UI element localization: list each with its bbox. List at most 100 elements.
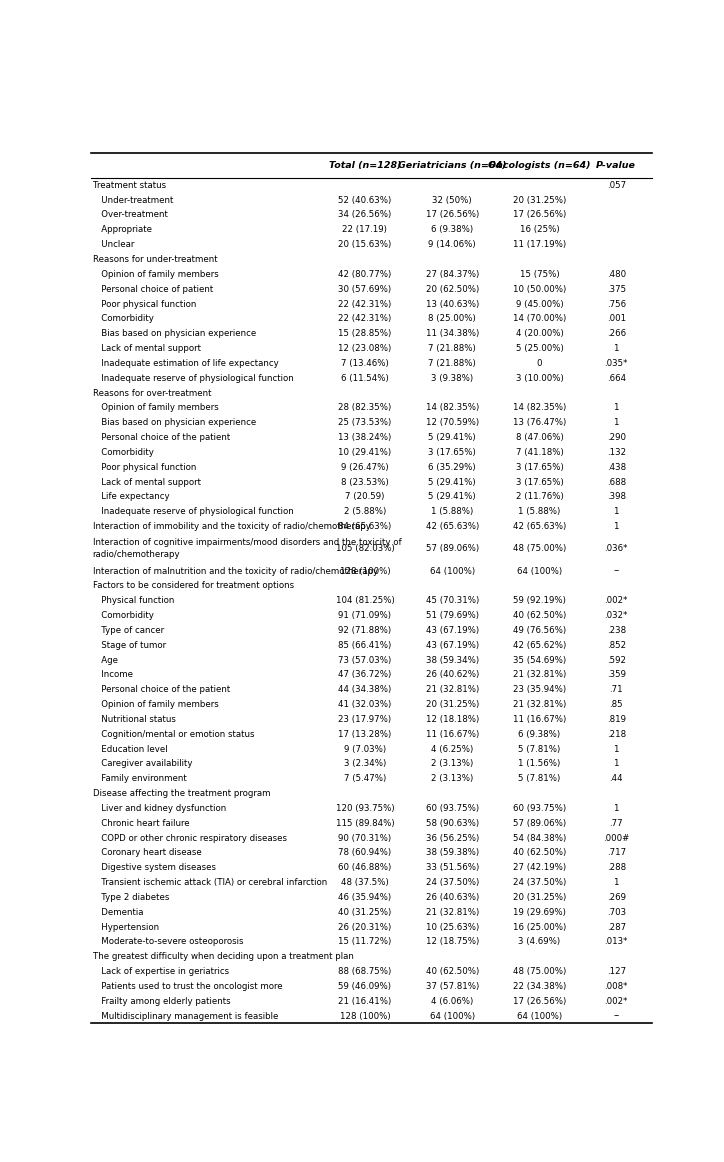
Text: 7 (21.88%): 7 (21.88%) <box>429 344 476 353</box>
Text: 46 (35.94%): 46 (35.94%) <box>338 892 392 902</box>
Text: 17 (26.56%): 17 (26.56%) <box>426 210 479 220</box>
Text: 48 (75.00%): 48 (75.00%) <box>513 544 566 553</box>
Text: Poor physical function: Poor physical function <box>93 300 196 308</box>
Text: 15 (28.85%): 15 (28.85%) <box>338 329 392 338</box>
Text: 128 (100%): 128 (100%) <box>340 1012 390 1020</box>
Text: 3 (10.00%): 3 (10.00%) <box>515 374 563 382</box>
Text: Disease affecting the treatment program: Disease affecting the treatment program <box>93 789 270 798</box>
Text: 21 (16.41%): 21 (16.41%) <box>338 997 392 1005</box>
Text: Personal choice of the patient: Personal choice of the patient <box>93 433 230 442</box>
Text: 9 (26.47%): 9 (26.47%) <box>341 462 389 472</box>
Text: 1: 1 <box>613 507 619 516</box>
Text: .664: .664 <box>607 374 626 382</box>
Text: 9 (7.03%): 9 (7.03%) <box>344 745 386 753</box>
Text: 5 (29.41%): 5 (29.41%) <box>429 478 476 487</box>
Text: Cognition/mental or emotion status: Cognition/mental or emotion status <box>93 730 254 739</box>
Text: 5 (7.81%): 5 (7.81%) <box>518 745 560 753</box>
Text: 12 (18.18%): 12 (18.18%) <box>426 715 479 724</box>
Text: Life expectancy: Life expectancy <box>93 493 169 501</box>
Text: Multidisciplinary management is feasible: Multidisciplinary management is feasible <box>93 1012 278 1020</box>
Text: 21 (32.81%): 21 (32.81%) <box>513 670 566 680</box>
Text: 24 (37.50%): 24 (37.50%) <box>513 878 566 887</box>
Text: 1 (5.88%): 1 (5.88%) <box>518 507 560 516</box>
Text: 2 (3.13%): 2 (3.13%) <box>431 759 473 768</box>
Text: Digestive system diseases: Digestive system diseases <box>93 863 216 873</box>
Text: 37 (57.81%): 37 (57.81%) <box>426 982 479 991</box>
Text: 43 (67.19%): 43 (67.19%) <box>426 640 479 650</box>
Text: 6 (9.38%): 6 (9.38%) <box>431 225 473 235</box>
Text: 3 (9.38%): 3 (9.38%) <box>431 374 473 382</box>
Text: 0: 0 <box>536 359 542 368</box>
Text: .398: .398 <box>607 493 626 501</box>
Text: 54 (84.38%): 54 (84.38%) <box>513 833 566 842</box>
Text: Physical function: Physical function <box>93 596 174 605</box>
Text: P-value: P-value <box>597 160 636 170</box>
Text: 21 (32.81%): 21 (32.81%) <box>426 686 479 694</box>
Text: 90 (70.31%): 90 (70.31%) <box>338 833 392 842</box>
Text: Total (n=128): Total (n=128) <box>329 160 401 170</box>
Text: 40 (62.50%): 40 (62.50%) <box>426 967 479 976</box>
Text: 64 (100%): 64 (100%) <box>517 567 562 575</box>
Text: 92 (71.88%): 92 (71.88%) <box>338 626 392 634</box>
Text: 16 (25.00%): 16 (25.00%) <box>513 923 566 932</box>
Text: 13 (40.63%): 13 (40.63%) <box>426 300 479 308</box>
Text: 11 (34.38%): 11 (34.38%) <box>426 329 479 338</box>
Text: 12 (18.75%): 12 (18.75%) <box>426 938 479 946</box>
Text: 27 (42.19%): 27 (42.19%) <box>513 863 566 873</box>
Text: Reasons for over-treatment: Reasons for over-treatment <box>93 388 211 397</box>
Text: 1: 1 <box>613 878 619 887</box>
Text: Caregiver availability: Caregiver availability <box>93 759 193 768</box>
Text: 6 (9.38%): 6 (9.38%) <box>518 730 560 739</box>
Text: 105 (82.03%): 105 (82.03%) <box>335 544 395 553</box>
Text: .85: .85 <box>610 700 623 709</box>
Text: 128 (100%): 128 (100%) <box>340 567 390 575</box>
Text: 84 (65.63%): 84 (65.63%) <box>338 522 392 531</box>
Text: 3 (2.34%): 3 (2.34%) <box>344 759 386 768</box>
Text: Comorbidity: Comorbidity <box>93 315 153 323</box>
Text: 42 (80.77%): 42 (80.77%) <box>338 270 392 279</box>
Text: Under-treatment: Under-treatment <box>93 195 173 205</box>
Text: 85 (66.41%): 85 (66.41%) <box>338 640 392 650</box>
Text: 51 (79.69%): 51 (79.69%) <box>426 611 479 621</box>
Text: 23 (17.97%): 23 (17.97%) <box>338 715 392 724</box>
Text: 48 (37.5%): 48 (37.5%) <box>341 878 389 887</box>
Text: Bias based on physician experience: Bias based on physician experience <box>93 329 256 338</box>
Text: 4 (6.25%): 4 (6.25%) <box>431 745 473 753</box>
Text: Lack of mental support: Lack of mental support <box>93 344 201 353</box>
Text: 7 (20.59): 7 (20.59) <box>345 493 384 501</box>
Text: 6 (11.54%): 6 (11.54%) <box>341 374 389 382</box>
Text: 34 (26.56%): 34 (26.56%) <box>338 210 392 220</box>
Text: 22 (34.38%): 22 (34.38%) <box>513 982 566 991</box>
Text: 64 (100%): 64 (100%) <box>429 1012 475 1020</box>
Text: 42 (65.63%): 42 (65.63%) <box>513 522 566 531</box>
Text: 3 (17.65%): 3 (17.65%) <box>429 447 476 457</box>
Text: .756: .756 <box>607 300 626 308</box>
Text: 30 (57.69%): 30 (57.69%) <box>338 285 392 294</box>
Text: 21 (32.81%): 21 (32.81%) <box>426 908 479 917</box>
Text: 5 (7.81%): 5 (7.81%) <box>518 774 560 783</box>
Text: .703: .703 <box>607 908 626 917</box>
Text: Appropriate: Appropriate <box>93 225 152 235</box>
Text: .266: .266 <box>607 329 626 338</box>
Text: .001: .001 <box>607 315 626 323</box>
Text: 78 (60.94%): 78 (60.94%) <box>338 848 392 858</box>
Text: 2 (5.88%): 2 (5.88%) <box>344 507 386 516</box>
Text: 9 (45.00%): 9 (45.00%) <box>515 300 563 308</box>
Text: Poor physical function: Poor physical function <box>93 462 196 472</box>
Text: 7 (41.18%): 7 (41.18%) <box>515 447 563 457</box>
Text: .688: .688 <box>607 478 626 487</box>
Text: 5 (25.00%): 5 (25.00%) <box>515 344 563 353</box>
Text: 36 (56.25%): 36 (56.25%) <box>426 833 479 842</box>
Text: 5 (29.41%): 5 (29.41%) <box>429 493 476 501</box>
Text: 42 (65.62%): 42 (65.62%) <box>513 640 566 650</box>
Text: Education level: Education level <box>93 745 167 753</box>
Text: 17 (26.56%): 17 (26.56%) <box>513 210 566 220</box>
Text: 1 (1.56%): 1 (1.56%) <box>518 759 560 768</box>
Text: 9 (14.06%): 9 (14.06%) <box>429 241 476 249</box>
Text: 1: 1 <box>613 522 619 531</box>
Text: 48 (75.00%): 48 (75.00%) <box>513 967 566 976</box>
Text: 25 (73.53%): 25 (73.53%) <box>338 418 392 428</box>
Text: .290: .290 <box>607 433 626 442</box>
Text: Income: Income <box>93 670 132 680</box>
Text: .77: .77 <box>610 819 623 827</box>
